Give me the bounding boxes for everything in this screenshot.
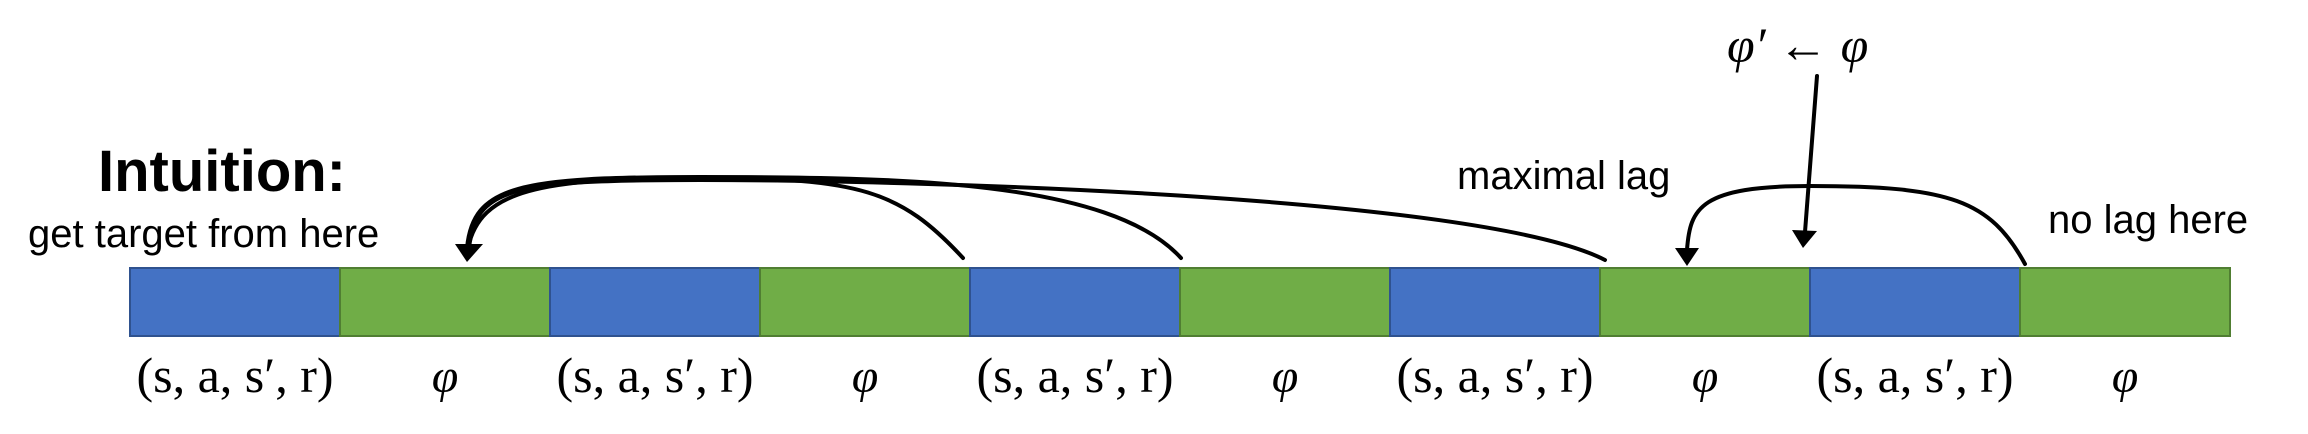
params-label-1: φ <box>432 350 459 403</box>
no-lag-arrowhead <box>1675 248 1699 266</box>
params-label-9: φ <box>2112 350 2139 403</box>
maximal-lag-label: maximal lag <box>1457 154 1670 198</box>
params-segment-5 <box>1179 267 1391 337</box>
update-arrow <box>1792 74 1819 248</box>
no-lag-label: no lag here <box>2048 198 2248 242</box>
params-label-3: φ <box>852 350 879 403</box>
buffer-labels: (s, a, s′, r) φ (s, a, s′, r) φ (s, a, s′, r… <box>137 347 2139 403</box>
transition-segment-0 <box>129 267 341 337</box>
transition-label-4: (s, a, s′, r) <box>977 347 1174 403</box>
transition-segment-4 <box>969 267 1181 337</box>
params-segment-7 <box>1599 267 1811 337</box>
params-segment-1 <box>339 267 551 337</box>
target-arrowhead <box>455 244 483 262</box>
replay-buffer <box>129 267 2231 337</box>
transition-label-8: (s, a, s′, r) <box>1817 347 2014 403</box>
params-segment-9 <box>2019 267 2231 337</box>
intuition-title: Intuition: <box>98 139 346 204</box>
no-lag-curve <box>1685 183 2027 266</box>
transition-segment-8 <box>1809 267 2021 337</box>
transition-label-0: (s, a, s′, r) <box>137 347 334 403</box>
transition-segment-2 <box>549 267 761 337</box>
target-arrows <box>455 174 1607 262</box>
arrow-from-segment-4 <box>466 175 965 260</box>
update-arrow-line <box>1803 74 1819 234</box>
params-segment-3 <box>759 267 971 337</box>
no-lag-arrow <box>1675 183 2027 266</box>
get-target-label: get target from here <box>28 212 379 256</box>
transition-label-6: (s, a, s′, r) <box>1397 347 1594 403</box>
transition-segment-6 <box>1389 267 1601 337</box>
params-label-7: φ <box>1692 350 1719 403</box>
update-rule-label: φ′ ← φ <box>1727 17 1868 73</box>
arrow-from-segment-7 <box>467 177 1607 262</box>
transition-label-2: (s, a, s′, r) <box>557 347 754 403</box>
params-label-5: φ <box>1272 350 1299 403</box>
update-arrowhead <box>1792 230 1817 248</box>
